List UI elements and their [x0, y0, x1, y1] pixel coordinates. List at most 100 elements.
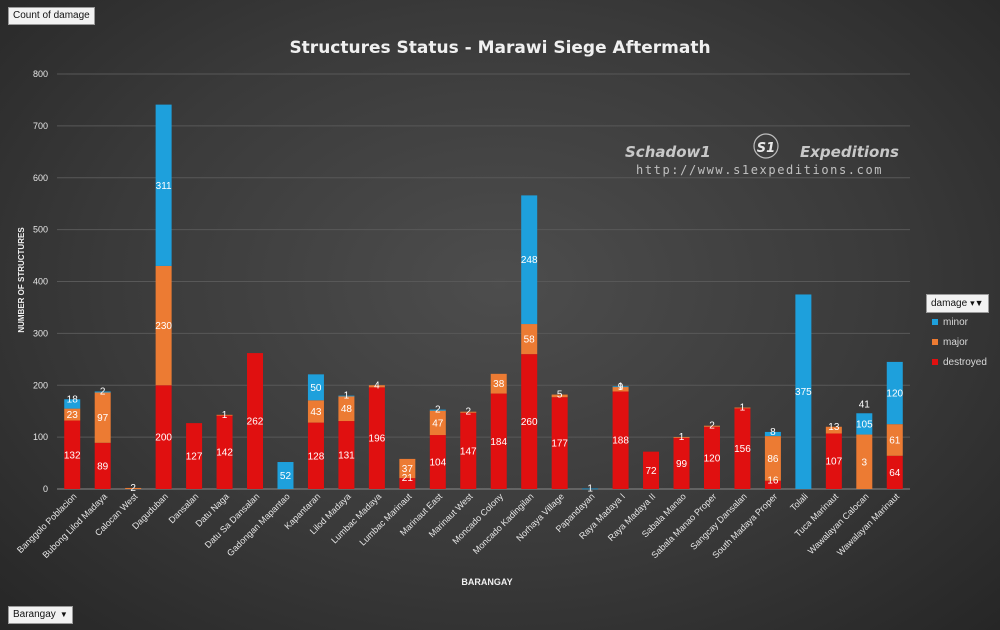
legend-label-minor: minor [943, 317, 969, 328]
y-tick-label: 600 [33, 173, 48, 183]
data-label: 104 [429, 458, 446, 469]
data-label: 52 [280, 471, 292, 482]
x-tick-label: Tolali [788, 491, 810, 513]
bar-major [886, 424, 903, 456]
bar-destroyed [764, 480, 781, 489]
y-tick-label: 400 [33, 277, 48, 287]
y-axis-title: NUMBER OF STRUCTURES [17, 227, 26, 333]
barangay-filter-label: Barangay [13, 609, 56, 620]
y-tick-label: 200 [33, 380, 48, 390]
bar-minor [764, 431, 781, 437]
data-label: 38 [493, 379, 505, 390]
bar-major [399, 458, 416, 479]
bar-minor [277, 462, 294, 489]
y-tick-label: 700 [33, 121, 48, 131]
legend-header-label: damage [931, 298, 968, 309]
bar-major [551, 394, 568, 398]
watermark-logo: S1 [753, 133, 779, 159]
bar-minor [94, 391, 111, 393]
bar-minor [856, 413, 873, 435]
data-label: 1 [587, 483, 593, 494]
data-label: 184 [490, 437, 507, 448]
data-label: 99 [676, 459, 688, 470]
x-tick-label: Datu Sa Dansalan [203, 491, 262, 550]
data-label: 37 [402, 464, 414, 475]
legend-filter-button[interactable]: damage ▾▼ [926, 294, 989, 313]
barangay-filter-button[interactable]: Barangay ▼ [8, 606, 73, 624]
chart-title: Structures Status - Marawi Siege Afterma… [289, 38, 710, 58]
bar-destroyed [643, 451, 660, 489]
bar-major [155, 265, 172, 386]
bar-destroyed [307, 422, 324, 489]
bar-destroyed [155, 385, 172, 489]
data-label: 4 [374, 380, 380, 391]
data-label: 128 [308, 451, 325, 462]
data-label: 1 [618, 381, 624, 392]
legend-swatch-destroyed [932, 359, 938, 366]
bar-minor [338, 395, 355, 397]
bar-destroyed [825, 433, 842, 489]
data-label: 1 [344, 391, 350, 402]
bar-destroyed [247, 353, 264, 489]
data-label: 50 [310, 383, 322, 394]
data-label: 131 [338, 451, 355, 462]
bar-major [612, 386, 629, 392]
bar-minor [307, 374, 324, 401]
bar-major [216, 414, 233, 416]
bar-minor [795, 294, 812, 489]
data-label: 147 [460, 446, 477, 457]
bar-major [64, 408, 81, 421]
bar-minor [521, 195, 538, 325]
bar-major [368, 385, 385, 388]
data-label: 1 [679, 432, 685, 443]
data-label: 177 [551, 439, 568, 450]
bar-destroyed [460, 412, 477, 489]
bar-destroyed [186, 423, 203, 489]
data-label: 43 [310, 407, 322, 418]
bar-series [64, 104, 903, 490]
data-label: 120 [886, 389, 903, 400]
data-label: 262 [247, 417, 264, 428]
data-label: 107 [825, 457, 842, 468]
bar-major [338, 396, 355, 422]
bar-minor [612, 386, 629, 388]
data-label: 48 [341, 404, 353, 415]
y-tick-label: 300 [33, 328, 48, 338]
legend-item-minor: minor [932, 317, 968, 328]
bar-destroyed [368, 387, 385, 489]
bar-major [825, 426, 842, 434]
bar-destroyed [703, 426, 720, 489]
x-axis-title: BARANGAY [461, 577, 512, 587]
bar-major [307, 400, 324, 423]
data-label: 23 [67, 410, 79, 421]
legend-label-destroyed: destroyed [943, 357, 987, 368]
bar-minor [582, 488, 599, 490]
count-of-damage-button[interactable]: Count of damage [8, 7, 95, 25]
data-label: 156 [734, 444, 751, 455]
bar-major [460, 411, 477, 413]
data-label: 58 [524, 335, 536, 346]
bar-major [429, 410, 446, 436]
bar-destroyed [490, 393, 507, 489]
data-label: 72 [645, 466, 657, 477]
data-label: 8 [770, 427, 776, 438]
bar-destroyed [94, 442, 111, 489]
bar-destroyed [216, 415, 233, 489]
data-label: 1 [222, 410, 228, 421]
data-label: 89 [97, 461, 109, 472]
bar-destroyed [429, 435, 446, 489]
data-label: 311 [156, 181, 172, 192]
data-label: 16 [767, 476, 779, 487]
bar-destroyed [551, 397, 568, 489]
legend-label-major: major [943, 337, 969, 348]
y-tick-label: 100 [33, 432, 48, 442]
filter-icon: ▾▼ [970, 298, 984, 308]
data-label: 1 [740, 403, 746, 414]
data-label: 5 [557, 390, 563, 401]
y-tick-label: 800 [33, 69, 48, 79]
legend-item-destroyed: destroyed [932, 357, 987, 368]
watermark-right: Expeditions [800, 143, 899, 161]
